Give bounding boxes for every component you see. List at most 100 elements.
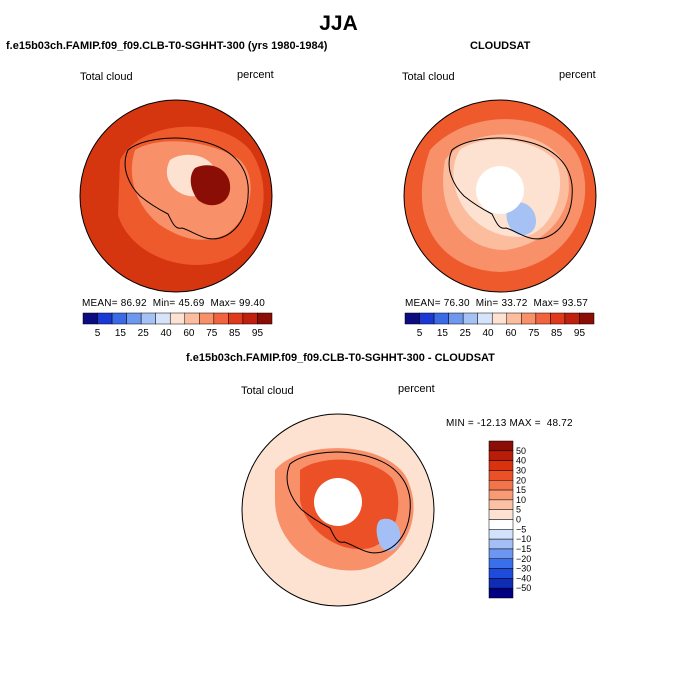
colorbar2-swatch bbox=[579, 312, 595, 325]
map-difference-total-cloud bbox=[242, 414, 434, 606]
colorbar1-swatch bbox=[184, 312, 200, 325]
colorbar3-tick-label: 0 bbox=[516, 515, 521, 525]
colorbar2-tick-label: 15 bbox=[437, 328, 449, 339]
panel2-max-value: 93.57 bbox=[562, 298, 589, 309]
map2-border bbox=[403, 99, 597, 293]
colorbar3-tick-label: −20 bbox=[516, 554, 531, 564]
panel1-title: f.e15b03ch.FAMIP.f09_f09.CLB-T0-SGHHT-30… bbox=[6, 40, 328, 52]
panel2-min-label: Min= bbox=[475, 298, 499, 309]
colorbar-panel2: 5 15 25 40 60 75 85 95 bbox=[404, 312, 595, 339]
map1-coastline bbox=[124, 137, 249, 240]
colorbar1-swatch bbox=[111, 312, 127, 325]
panel3-variable-label: Total cloud bbox=[241, 385, 294, 397]
colorbar1-tick-label: 85 bbox=[229, 328, 241, 339]
colorbar1-swatch bbox=[228, 312, 244, 325]
colorbar3-tick-label: −30 bbox=[516, 564, 531, 574]
panel1-min-label: Min= bbox=[152, 298, 176, 309]
panel3-min-value: -12.13 bbox=[476, 418, 507, 429]
colorbar2-swatch bbox=[535, 312, 551, 325]
colorbar2-tick-label: 25 bbox=[460, 328, 472, 339]
map2-blue-patch bbox=[506, 202, 537, 236]
colorbar2-swatch bbox=[404, 312, 420, 325]
panel1-max-label: Max= bbox=[210, 298, 237, 309]
colorbar2-swatch bbox=[448, 312, 464, 325]
panel2-min-value: 33.72 bbox=[501, 298, 528, 309]
colorbar1-swatch bbox=[155, 312, 171, 325]
panel3-units-label: percent bbox=[398, 383, 435, 395]
colorbar-panel1: 5 15 25 40 60 75 85 95 bbox=[82, 312, 273, 339]
map2-pole-hole bbox=[476, 166, 524, 214]
colorbar3-tick-label: −10 bbox=[516, 534, 531, 544]
colorbar1-tick-label: 95 bbox=[252, 328, 264, 339]
colorbar2-swatch bbox=[477, 312, 493, 325]
panel2-mean-value: 76.30 bbox=[443, 298, 470, 309]
colorbar3-tick-label: −5 bbox=[516, 524, 526, 534]
colorbar1-tick-label: 40 bbox=[161, 328, 173, 339]
colorbar3-tick-label: 5 bbox=[516, 505, 521, 515]
panel1-mean-label: MEAN= bbox=[82, 298, 118, 309]
panel2-units-label: percent bbox=[559, 69, 596, 81]
colorbar2-swatch bbox=[506, 312, 522, 325]
colorbar3-swatch bbox=[488, 470, 514, 481]
colorbar3-swatch bbox=[488, 499, 514, 510]
colorbar3-swatch bbox=[488, 450, 514, 461]
panel1-min-value: 45.69 bbox=[178, 298, 205, 309]
colorbar2-tick-label: 60 bbox=[505, 328, 517, 339]
panel1-variable-label: Total cloud bbox=[80, 71, 133, 83]
colorbar3-tick-label: −15 bbox=[516, 544, 531, 554]
panel3-max-value: 48.72 bbox=[546, 418, 573, 429]
colorbar3-swatch bbox=[488, 578, 514, 589]
colorbar2-swatch bbox=[521, 312, 537, 325]
colorbar1-tick-label: 25 bbox=[138, 328, 150, 339]
colorbar1-tick-label: 5 bbox=[95, 328, 101, 339]
panel2-variable-label: Total cloud bbox=[402, 71, 455, 83]
colorbar2-tick-label: 85 bbox=[551, 328, 563, 339]
colorbar2-tick-label: 95 bbox=[574, 328, 586, 339]
colorbar1-swatch bbox=[169, 312, 186, 325]
map2-coastline bbox=[448, 137, 573, 240]
season-title: JJA bbox=[319, 12, 358, 35]
colorbar1-swatch bbox=[257, 312, 273, 325]
colorbar3-tick-label: 15 bbox=[516, 485, 526, 495]
panel1-max-value: 99.40 bbox=[239, 298, 266, 309]
panel1-stats: MEAN= 86.92 Min= 45.69 Max= 99.40 bbox=[82, 298, 265, 309]
map1-border bbox=[79, 99, 273, 293]
colorbar1-swatch bbox=[213, 312, 229, 325]
colorbar2-swatch bbox=[550, 312, 566, 325]
colorbar3-swatch bbox=[488, 480, 514, 491]
colorbar3-swatch bbox=[488, 548, 514, 559]
colorbar3-swatch bbox=[488, 509, 514, 520]
colorbar3-tick-label: 40 bbox=[516, 456, 526, 466]
colorbar2-tick-label: 75 bbox=[528, 328, 540, 339]
panel2-max-label: Max= bbox=[533, 298, 560, 309]
map3-pole-hole bbox=[314, 478, 362, 526]
panel2-title: CLOUDSAT bbox=[470, 40, 531, 52]
map3-border bbox=[241, 413, 435, 607]
map1-antarctica-dark-patch bbox=[190, 165, 231, 206]
colorbar1-tick-label: 60 bbox=[183, 328, 195, 339]
colorbar3-swatch bbox=[488, 460, 514, 471]
colorbar3-swatch bbox=[488, 529, 514, 540]
panel3-max-label: MAX = bbox=[509, 418, 541, 429]
colorbar1-tick-label: 75 bbox=[206, 328, 218, 339]
colorbar3-swatch bbox=[488, 519, 514, 530]
colorbar3-tick-label: 30 bbox=[516, 465, 526, 475]
colorbar1-swatch bbox=[140, 312, 156, 325]
colorbar3-tick-label: −50 bbox=[516, 583, 531, 593]
colorbar3-swatch bbox=[488, 587, 514, 599]
colorbar2-swatch bbox=[419, 312, 435, 325]
panel1-mean-value: 86.92 bbox=[120, 298, 147, 309]
colorbar2-tick-label: 5 bbox=[417, 328, 423, 339]
colorbar1-swatch bbox=[242, 312, 258, 325]
colorbar2-swatch bbox=[462, 312, 478, 325]
map3-blue-patch bbox=[376, 518, 401, 552]
panel2-stats: MEAN= 76.30 Min= 33.72 Max= 93.57 bbox=[405, 298, 588, 309]
colorbar2-swatch bbox=[564, 312, 580, 325]
panel3-min-label: MIN = bbox=[446, 418, 474, 429]
colorbar1-swatch bbox=[126, 312, 142, 325]
panel3-title: f.e15b03ch.FAMIP.f09_f09.CLB-T0-SGHHT-30… bbox=[186, 352, 495, 364]
colorbar3-swatch bbox=[488, 568, 514, 579]
map-model-total-cloud bbox=[80, 100, 272, 292]
